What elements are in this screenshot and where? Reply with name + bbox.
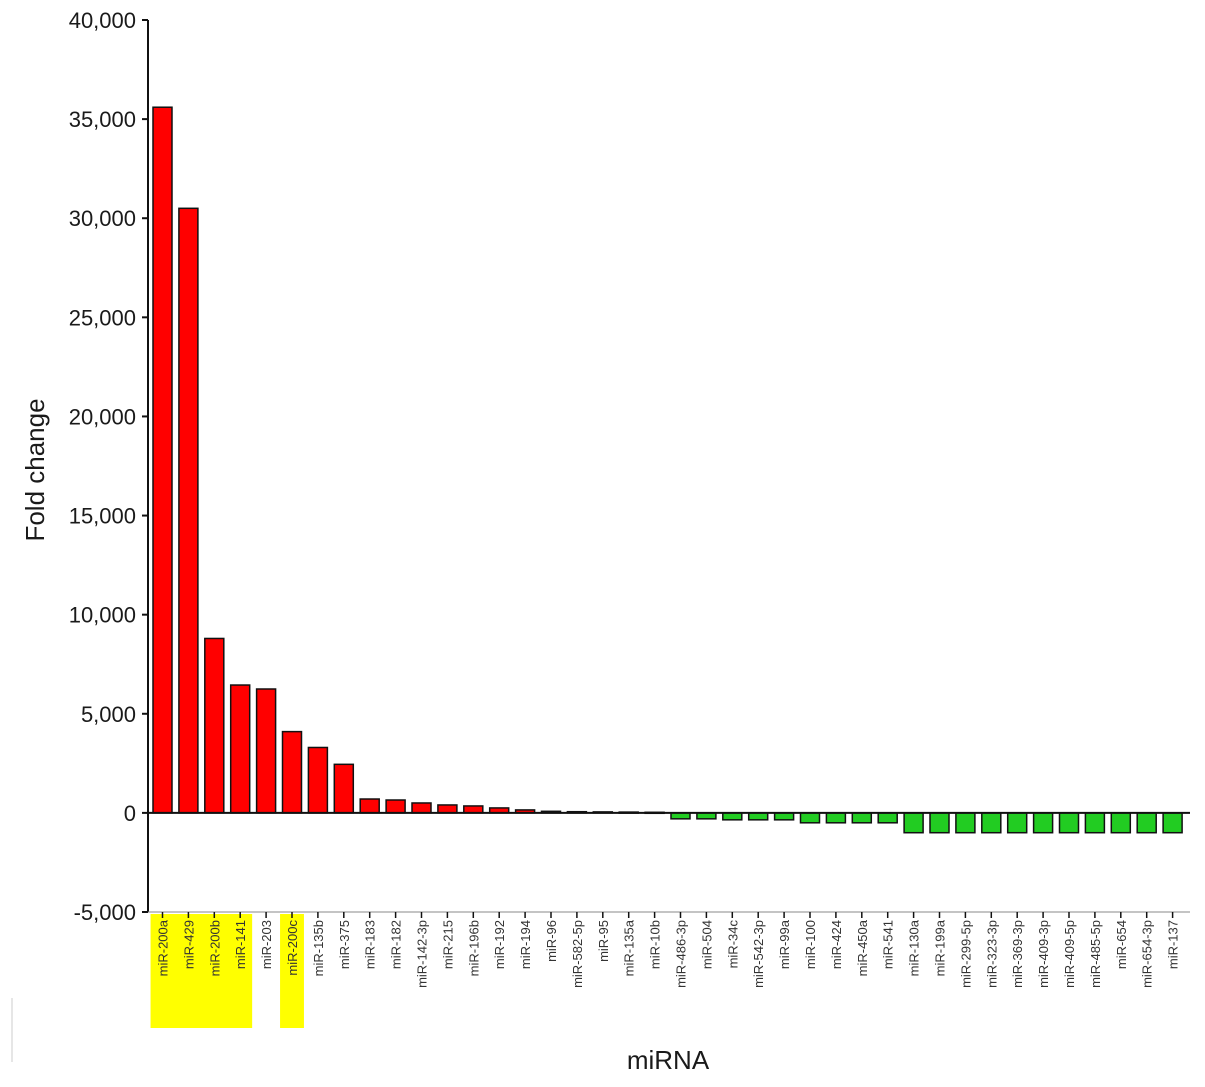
bar-mir-199a xyxy=(929,812,950,834)
bar-mir-137 xyxy=(1162,812,1183,834)
y-tick-label: 5,000 xyxy=(81,702,136,727)
x-tick-label: miR-182 xyxy=(389,920,404,969)
y-tick-label: -5,000 xyxy=(74,900,136,925)
highlight-layer xyxy=(150,914,304,1028)
bar-mir-369-3p xyxy=(1006,812,1028,834)
x-tick-label: miR-200a xyxy=(156,919,171,976)
bar-mir-135b xyxy=(307,746,329,814)
x-axis-title: miRNA xyxy=(627,1045,710,1075)
x-tick-label: miR-323-3p xyxy=(984,920,999,988)
x-tick-label: miR-137 xyxy=(1166,920,1181,969)
bar-mir-654-3p xyxy=(1136,812,1157,834)
y-tick-label: 25,000 xyxy=(69,305,136,330)
y-tick-label: 20,000 xyxy=(69,404,136,429)
x-tick-label: miR-299-5p xyxy=(958,920,973,988)
bar-mir-409-5p xyxy=(1058,812,1080,834)
x-tick-label: miR-375 xyxy=(337,920,352,969)
bar-mir-183 xyxy=(359,798,380,814)
y-tick-label: 10,000 xyxy=(69,603,136,628)
bar-mir-323-3p xyxy=(981,812,1002,834)
bar-mir-215 xyxy=(437,804,458,814)
x-tick-layer: miR-200a miR-429 miR-200b miR-141 miR-203 miR… xyxy=(156,912,1181,988)
x-tick-label: miR-183 xyxy=(363,920,378,969)
y-tick-layer: -5,000 0 5,000 10,000 15,000 20,000 25,000 30,0… xyxy=(69,8,148,925)
bar-mir-541 xyxy=(877,812,898,824)
x-tick-label: miR-200c xyxy=(285,920,300,976)
bar-mir-142-3p xyxy=(411,802,432,814)
x-tick-label: miR-100 xyxy=(803,920,818,969)
bar-mir-99a xyxy=(773,812,795,821)
bar-mir-542-3p xyxy=(747,812,769,821)
bar-mir-200b xyxy=(204,637,225,814)
x-tick-label: miR-141 xyxy=(233,920,248,969)
bar-mir-485-5p xyxy=(1084,812,1106,834)
x-tick-label: miR-654-3p xyxy=(1140,920,1155,988)
axis-layer xyxy=(11,20,1190,1062)
x-tick-label: miR-654 xyxy=(1114,920,1129,969)
bar-mir-34c xyxy=(722,812,743,821)
x-tick-label: miR-192 xyxy=(492,920,507,969)
bar-mir-141 xyxy=(229,684,251,814)
bar-mir-409-3p xyxy=(1032,812,1054,834)
bar-mir-450a xyxy=(851,812,873,824)
x-tick-label: miR-194 xyxy=(518,920,533,969)
x-tick-label: miR-130a xyxy=(907,919,922,976)
x-tick-label: miR-409-5p xyxy=(1062,920,1077,988)
x-tick-label: miR-135a xyxy=(622,919,637,976)
y-tick-label: 40,000 xyxy=(69,8,136,33)
x-tick-label: miR-203 xyxy=(259,920,274,969)
x-tick-label: miR-409-3p xyxy=(1036,920,1051,988)
bar-mir-130a xyxy=(903,812,924,834)
highlight-box xyxy=(150,914,253,1028)
x-tick-label: miR-504 xyxy=(699,920,714,969)
x-tick-label: miR-10b xyxy=(648,920,663,969)
x-tick-label: miR-200b xyxy=(207,920,222,976)
bar-mir-424 xyxy=(825,812,847,824)
bar-mir-200a xyxy=(152,106,173,814)
x-tick-label: miR-196b xyxy=(466,920,481,976)
y-axis-title: Fold change xyxy=(20,398,50,541)
x-tick-label: miR-135b xyxy=(311,920,326,976)
x-tick-label: miR-486-3p xyxy=(674,920,689,988)
x-tick-label: miR-450a xyxy=(855,919,870,976)
x-tick-label: miR-429 xyxy=(181,920,196,969)
y-tick-label: 15,000 xyxy=(69,504,136,529)
y-tick-label: 35,000 xyxy=(69,107,136,132)
bar-mir-429 xyxy=(178,207,199,814)
x-tick-label: miR-542-3p xyxy=(751,920,766,988)
x-tick-label: miR-95 xyxy=(596,920,611,962)
bar-mir-299-5p xyxy=(955,812,976,834)
x-tick-label: miR-582-5p xyxy=(570,920,585,988)
x-tick-label: miR-34c xyxy=(725,920,740,969)
bar-mir-375 xyxy=(333,763,355,814)
bar-mir-654 xyxy=(1110,812,1132,834)
bar-mir-182 xyxy=(385,799,406,814)
bar-mir-200c xyxy=(281,730,303,814)
x-tick-label: miR-541 xyxy=(881,920,896,969)
x-tick-label: miR-99a xyxy=(777,919,792,969)
bar-mir-203 xyxy=(255,688,277,814)
bar-layer xyxy=(152,106,1183,834)
highlight-box xyxy=(280,914,304,1028)
y-tick-label: 0 xyxy=(124,801,136,826)
x-tick-label: miR-485-5p xyxy=(1088,920,1103,988)
y-tick-label: 30,000 xyxy=(69,206,136,231)
x-tick-label: miR-424 xyxy=(829,920,844,969)
x-tick-label: miR-369-3p xyxy=(1010,920,1025,988)
x-tick-label: miR-199a xyxy=(933,919,948,976)
x-tick-label: miR-215 xyxy=(440,920,455,969)
bar-mir-100 xyxy=(799,812,821,824)
x-tick-label: miR-96 xyxy=(544,920,559,962)
x-tick-label: miR-142-3p xyxy=(415,920,430,988)
bar-mir-196b xyxy=(463,805,484,814)
